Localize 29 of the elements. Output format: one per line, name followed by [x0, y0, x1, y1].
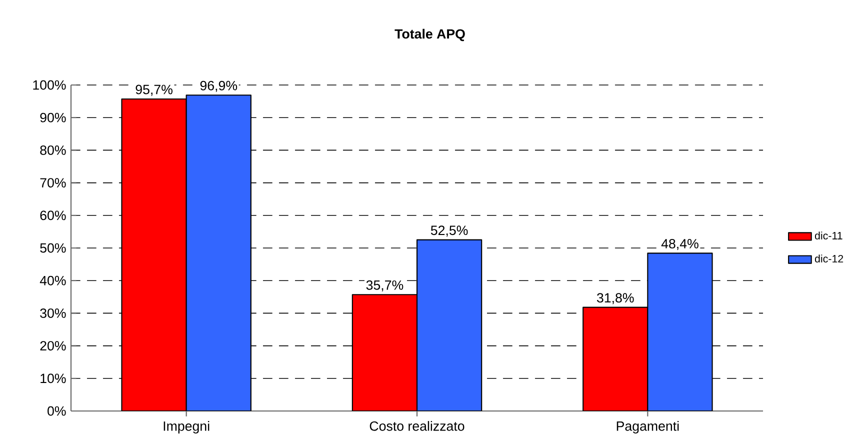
chart-title: Totale APQ [394, 28, 465, 42]
bar [416, 239, 482, 411]
y-tick-label: 20% [40, 341, 66, 351]
y-tick-label: 80% [40, 145, 66, 155]
data-label: 52,5% [430, 226, 468, 237]
bar [582, 306, 648, 411]
legend-label: dic-11 [814, 232, 842, 240]
x-tick-label: Costo realizzato [370, 421, 464, 431]
y-tick-label: 0% [48, 406, 66, 416]
y-tick-label: 90% [40, 112, 66, 122]
y-tick-label: 70% [40, 178, 66, 188]
bar [186, 94, 252, 411]
bar [647, 252, 713, 411]
x-tick-label: Impegni [164, 421, 210, 434]
y-tick-label: 50% [40, 243, 66, 253]
legend-label: dic-12 [814, 254, 844, 262]
data-label: 96,9% [200, 80, 238, 92]
data-label: 35,7% [366, 280, 404, 292]
data-label: 95,7% [136, 84, 172, 96]
y-tick-label: 100% [33, 80, 66, 90]
x-tick-label: Pagamenti [616, 421, 679, 434]
y-tick-label: 60% [40, 210, 66, 220]
y-tick-label: 10% [40, 374, 66, 384]
y-tick-label: 30% [40, 308, 66, 318]
bar [352, 294, 418, 411]
bar [121, 98, 187, 411]
data-label: 31,8% [596, 293, 634, 304]
y-tick-label: 40% [40, 276, 66, 286]
data-label: 48,4% [661, 239, 698, 250]
